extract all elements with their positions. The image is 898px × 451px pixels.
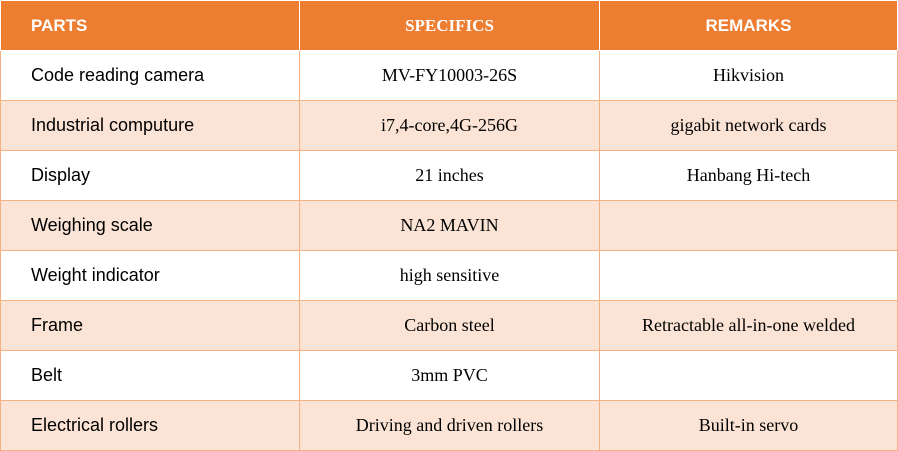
spec-cell: i7,4-core,4G-256G — [299, 100, 600, 151]
table-row: Belt 3mm PVC — [0, 350, 898, 401]
table-row: Industrial computure i7,4-core,4G-256G g… — [0, 100, 898, 151]
part-cell: Belt — [0, 350, 300, 401]
part-cell: Weighing scale — [0, 200, 300, 251]
header-remarks: REMARKS — [599, 0, 898, 51]
part-cell: Frame — [0, 300, 300, 351]
spec-cell: NA2 MAVIN — [299, 200, 600, 251]
remark-cell — [599, 200, 898, 251]
spec-cell: MV-FY10003-26S — [299, 50, 600, 101]
remark-cell: Retractable all-in-one welded — [599, 300, 898, 351]
header-parts: PARTS — [0, 0, 300, 51]
part-cell: Weight indicator — [0, 250, 300, 301]
spec-cell: Carbon steel — [299, 300, 600, 351]
remark-cell: gigabit network cards — [599, 100, 898, 151]
header-specifics: SPECIFICS — [299, 0, 600, 51]
remark-cell: Built-in servo — [599, 400, 898, 451]
spec-cell: 3mm PVC — [299, 350, 600, 401]
table-row: Weight indicator high sensitive — [0, 250, 898, 301]
part-cell: Industrial computure — [0, 100, 300, 151]
table-row: Electrical rollers Driving and driven ro… — [0, 400, 898, 451]
table-row: Code reading camera MV-FY10003-26S Hikvi… — [0, 50, 898, 101]
remark-cell: Hanbang Hi-tech — [599, 150, 898, 201]
part-cell: Code reading camera — [0, 50, 300, 101]
table-row: Weighing scale NA2 MAVIN — [0, 200, 898, 251]
remark-cell — [599, 250, 898, 301]
spec-cell: 21 inches — [299, 150, 600, 201]
table-row: Display 21 inches Hanbang Hi-tech — [0, 150, 898, 201]
spec-cell: Driving and driven rollers — [299, 400, 600, 451]
remark-cell: Hikvision — [599, 50, 898, 101]
part-cell: Display — [0, 150, 300, 201]
table-header-row: PARTS SPECIFICS REMARKS — [0, 0, 898, 51]
table-row: Frame Carbon steel Retractable all-in-on… — [0, 300, 898, 351]
part-cell: Electrical rollers — [0, 400, 300, 451]
remark-cell — [599, 350, 898, 401]
spec-cell: high sensitive — [299, 250, 600, 301]
